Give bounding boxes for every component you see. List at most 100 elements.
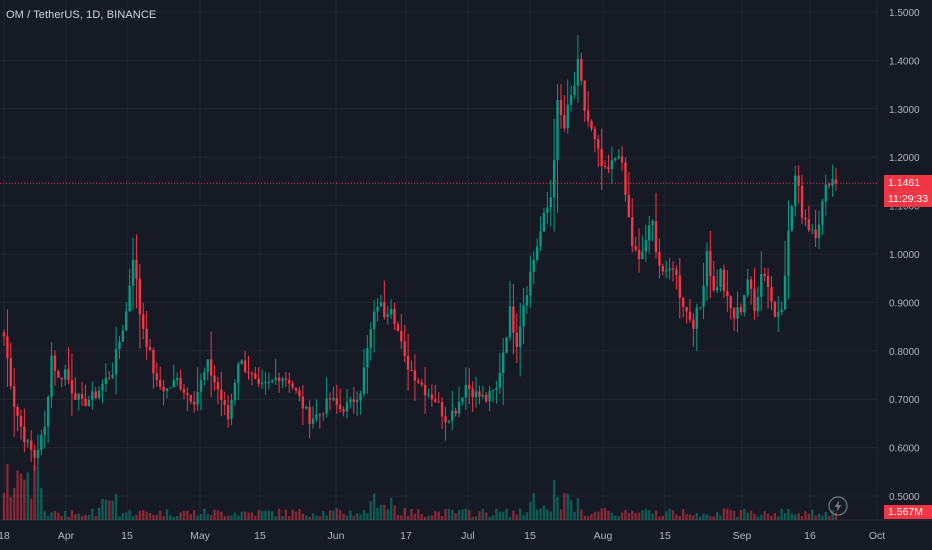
x-tick-label: 16 bbox=[804, 530, 816, 542]
volume-bar bbox=[233, 512, 237, 520]
candle-body bbox=[406, 355, 410, 370]
volume-bar bbox=[729, 509, 732, 520]
candle-body bbox=[108, 377, 111, 379]
volume-bars bbox=[2, 464, 838, 520]
volume-bar bbox=[60, 516, 63, 520]
price-tag-value: 1.1461 bbox=[888, 177, 921, 190]
volume-bar bbox=[182, 510, 186, 520]
volume-bar bbox=[16, 470, 19, 520]
candle-body bbox=[828, 184, 831, 186]
candle-body bbox=[440, 402, 444, 417]
candle-body bbox=[444, 416, 447, 423]
candle-body bbox=[420, 382, 423, 385]
volume-bar bbox=[359, 514, 362, 520]
volume-bar bbox=[671, 510, 675, 520]
candle-body bbox=[16, 407, 19, 416]
volume-bar bbox=[417, 509, 420, 520]
candle-body bbox=[478, 391, 481, 397]
candle-body bbox=[213, 375, 216, 383]
candle-body bbox=[631, 217, 634, 247]
lightning-icon[interactable] bbox=[828, 496, 848, 516]
volume-bar bbox=[515, 514, 518, 520]
volume-bar bbox=[614, 515, 617, 520]
candle-body bbox=[220, 389, 223, 400]
volume-bar bbox=[57, 512, 60, 520]
candle-body bbox=[97, 390, 101, 399]
volume-bar bbox=[335, 508, 338, 520]
candle-body bbox=[67, 369, 70, 380]
candle-body bbox=[485, 394, 488, 402]
candle-body bbox=[284, 378, 288, 381]
candle-body bbox=[389, 308, 393, 315]
volume-bar bbox=[349, 510, 352, 520]
candle-body bbox=[502, 352, 505, 374]
volume-bar bbox=[681, 509, 685, 520]
candle-body bbox=[552, 160, 556, 198]
candle-body bbox=[74, 393, 77, 400]
candle-body bbox=[746, 279, 749, 296]
price-tag: 1.1461 11:29:33 bbox=[884, 175, 932, 208]
volume-bar bbox=[274, 516, 277, 520]
candle-body bbox=[179, 377, 182, 390]
candle-body bbox=[434, 399, 437, 402]
volume-bar bbox=[121, 512, 125, 520]
volume-bar bbox=[756, 516, 760, 520]
candle-body bbox=[790, 206, 794, 231]
candle-body bbox=[518, 326, 522, 348]
candle-body bbox=[661, 265, 665, 272]
candle-body bbox=[169, 387, 172, 389]
candle-body bbox=[495, 387, 498, 391]
volume-bar bbox=[831, 509, 834, 520]
y-tick-label: 1.5000 bbox=[889, 8, 920, 19]
volume-bar bbox=[12, 487, 16, 520]
volume-bar bbox=[410, 509, 413, 520]
candle-body bbox=[298, 390, 301, 397]
volume-bar bbox=[267, 510, 271, 520]
candle-body bbox=[328, 398, 332, 400]
volume-bar bbox=[104, 499, 108, 520]
volume-bar bbox=[695, 513, 698, 520]
volume-bar bbox=[19, 473, 23, 520]
volume-bar bbox=[535, 509, 539, 520]
candle-body bbox=[474, 391, 478, 398]
volume-bar bbox=[685, 514, 688, 520]
candle-body bbox=[569, 95, 573, 105]
candle-body bbox=[617, 156, 620, 159]
candle-body bbox=[811, 229, 814, 231]
candle-body bbox=[715, 287, 719, 291]
candle-body bbox=[549, 197, 552, 208]
candle-body bbox=[250, 373, 254, 375]
candle-body bbox=[600, 148, 603, 166]
candle-body bbox=[19, 415, 23, 427]
candle-body bbox=[702, 285, 705, 308]
volume-bar bbox=[162, 516, 165, 520]
candle-body bbox=[349, 399, 352, 403]
candle-body bbox=[637, 249, 641, 259]
volume-bar bbox=[362, 509, 366, 520]
volume-bar bbox=[430, 515, 434, 520]
volume-bar bbox=[46, 515, 50, 520]
volume-bar bbox=[301, 513, 305, 520]
volume-bar bbox=[471, 516, 474, 520]
volume-bar bbox=[420, 514, 423, 520]
candle-body bbox=[417, 380, 420, 383]
candle-body bbox=[40, 434, 43, 450]
volume-bar bbox=[413, 513, 417, 520]
x-tick-label: 15 bbox=[659, 530, 671, 542]
candle-body bbox=[454, 410, 457, 414]
candle-body bbox=[607, 166, 610, 170]
volume-bar bbox=[817, 513, 821, 520]
volume-bar bbox=[189, 514, 192, 520]
candle-body bbox=[726, 290, 729, 297]
volume-bar bbox=[457, 510, 461, 520]
candle-body bbox=[199, 380, 203, 392]
candle-body bbox=[291, 383, 294, 388]
candle-body bbox=[573, 85, 576, 96]
volume-bar bbox=[488, 516, 491, 520]
candle-body bbox=[651, 220, 654, 226]
volume-bar bbox=[763, 511, 766, 520]
volume-bar bbox=[240, 511, 243, 520]
volume-bar bbox=[518, 508, 522, 520]
volume-bar bbox=[332, 510, 335, 520]
